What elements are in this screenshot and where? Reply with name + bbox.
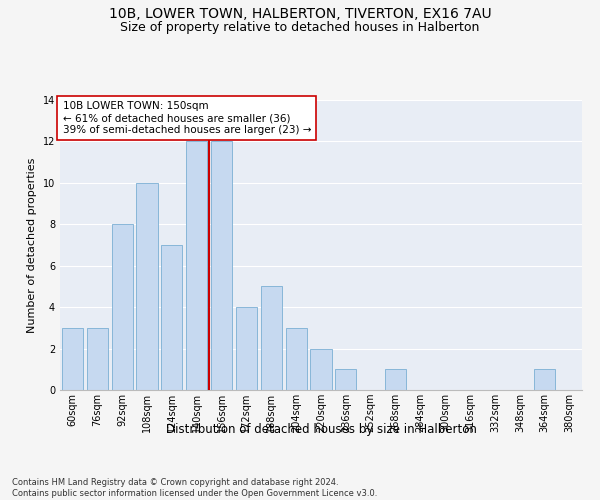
Bar xyxy=(310,348,332,390)
Bar xyxy=(261,286,282,390)
Bar xyxy=(62,328,83,390)
Bar xyxy=(385,370,406,390)
Text: Distribution of detached houses by size in Halberton: Distribution of detached houses by size … xyxy=(166,422,476,436)
Text: 10B, LOWER TOWN, HALBERTON, TIVERTON, EX16 7AU: 10B, LOWER TOWN, HALBERTON, TIVERTON, EX… xyxy=(109,8,491,22)
Bar xyxy=(112,224,133,390)
Bar xyxy=(534,370,555,390)
Bar xyxy=(161,245,182,390)
Bar xyxy=(286,328,307,390)
Text: Size of property relative to detached houses in Halberton: Size of property relative to detached ho… xyxy=(121,21,479,34)
Text: Contains HM Land Registry data © Crown copyright and database right 2024.
Contai: Contains HM Land Registry data © Crown c… xyxy=(12,478,377,498)
Bar xyxy=(136,183,158,390)
Y-axis label: Number of detached properties: Number of detached properties xyxy=(27,158,37,332)
Bar xyxy=(236,307,257,390)
Bar xyxy=(87,328,108,390)
Text: 10B LOWER TOWN: 150sqm
← 61% of detached houses are smaller (36)
39% of semi-det: 10B LOWER TOWN: 150sqm ← 61% of detached… xyxy=(62,102,311,134)
Bar xyxy=(186,142,207,390)
Bar xyxy=(211,142,232,390)
Bar xyxy=(335,370,356,390)
